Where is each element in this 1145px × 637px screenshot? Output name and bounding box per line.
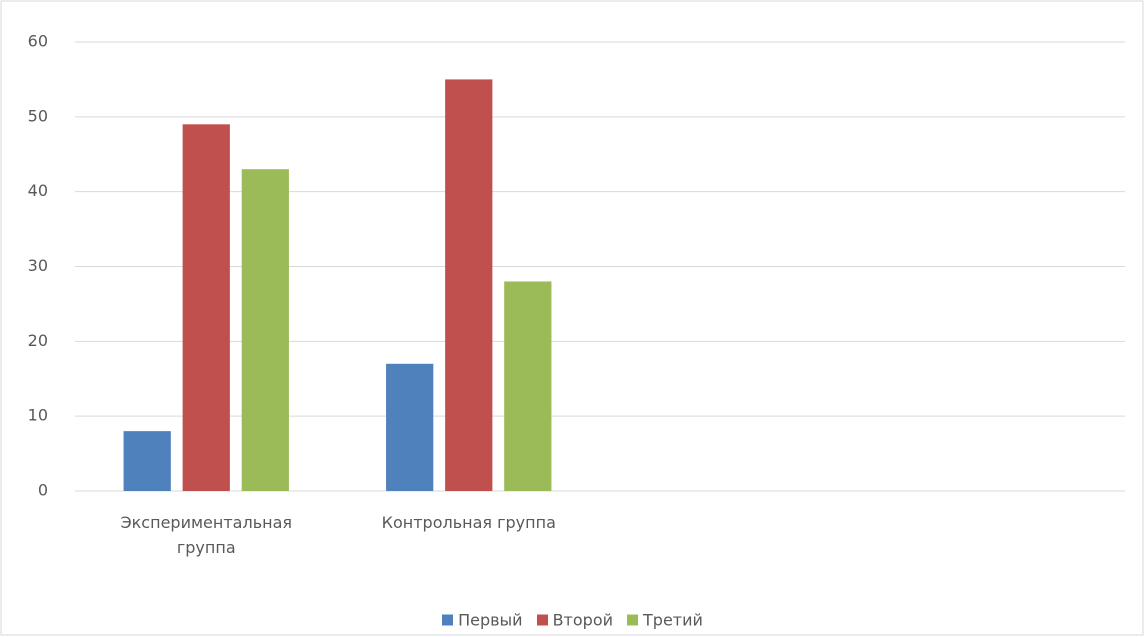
x-tick-label: Экспериментальная группа <box>120 513 293 557</box>
bar <box>241 169 289 491</box>
legend-label: Первый <box>458 610 523 630</box>
legend-item: Второй <box>536 610 614 630</box>
legend-swatch <box>442 614 454 626</box>
legend: Первый Второй Третий <box>0 611 1145 630</box>
y-tick-label: 20 <box>28 331 48 350</box>
legend-swatch <box>627 614 639 626</box>
legend-item: Первый <box>442 611 523 630</box>
legend-swatch <box>536 614 548 626</box>
bar <box>445 79 493 492</box>
bar <box>123 431 171 491</box>
y-tick-label: 50 <box>28 106 48 125</box>
legend-item: Третий <box>627 611 703 630</box>
legend-label: Второй <box>552 610 614 630</box>
bar <box>386 363 434 491</box>
legend-label: Третий <box>643 610 703 630</box>
bar <box>182 124 230 492</box>
y-tick-label: 10 <box>28 406 48 425</box>
x-tick-label: Контрольная группа <box>381 513 556 532</box>
bar <box>504 281 552 491</box>
y-tick-label: 40 <box>28 181 48 200</box>
y-tick-label: 0 <box>38 481 48 500</box>
y-tick-label: 60 <box>28 32 48 51</box>
y-tick-label: 30 <box>28 256 48 275</box>
